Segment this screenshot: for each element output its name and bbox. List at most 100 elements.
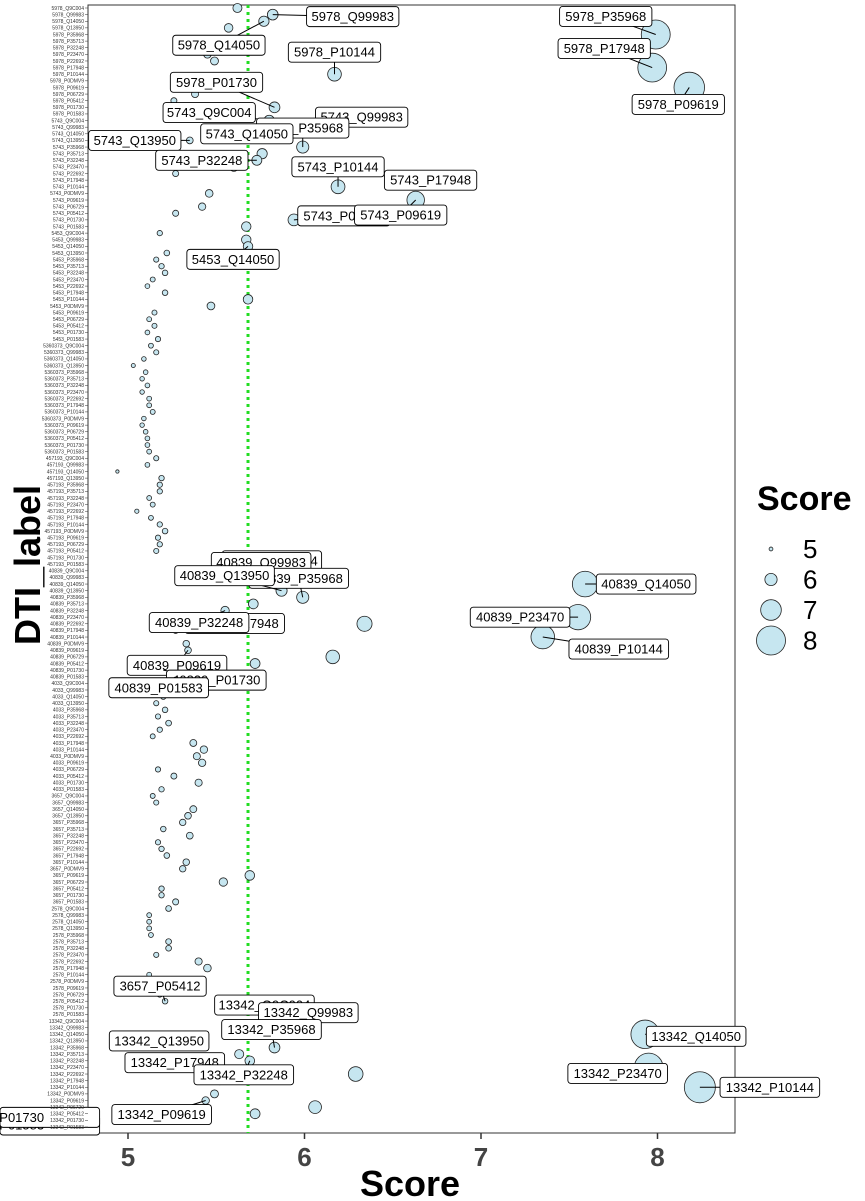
legend-label: 7 bbox=[803, 595, 817, 625]
label-text: 13342_Q13950 bbox=[114, 1033, 204, 1048]
legend-label: 8 bbox=[803, 626, 817, 656]
data-point bbox=[158, 786, 165, 793]
y-tick-label: 5743_P17948 bbox=[53, 178, 84, 184]
label-box bbox=[200, 123, 294, 145]
point-label: 40839_P32248 bbox=[148, 610, 250, 633]
y-tick-label: 2578_P10144 bbox=[53, 973, 84, 979]
y-tick-label: 4033_P06729 bbox=[53, 767, 84, 773]
data-point bbox=[194, 957, 203, 966]
data-point bbox=[182, 858, 190, 866]
point-label: 5978_P35968 bbox=[559, 6, 656, 35]
data-point bbox=[165, 938, 172, 945]
y-tick-label: 2578_P32248 bbox=[53, 946, 84, 952]
y-tick-label: 5360373_P22692 bbox=[45, 396, 85, 402]
data-point bbox=[241, 221, 252, 232]
y-tick-label: 3657_Q9C004 bbox=[51, 794, 84, 800]
point-label: 5978_P01730 bbox=[169, 71, 275, 108]
label-text: 40839_P09619 bbox=[133, 658, 221, 673]
y-tick-label: 4033_P35713 bbox=[53, 714, 84, 720]
data-point bbox=[144, 442, 151, 448]
point-label: 5743_Q13950 bbox=[88, 129, 190, 151]
y-tick-label: 457193_P01583 bbox=[47, 562, 84, 568]
y-tick-label: 457193_P17948 bbox=[47, 516, 84, 522]
data-point bbox=[141, 356, 147, 362]
y-tick-label: 40839_P10144 bbox=[50, 635, 84, 641]
y-tick-label: 2578_P0DMV9 bbox=[50, 979, 84, 985]
point-label: 5743_Q14050 bbox=[200, 123, 294, 145]
y-tick-label: 13342_P01583 bbox=[50, 1125, 84, 1131]
y-tick-label: 40839_P09619 bbox=[50, 648, 84, 654]
data-point bbox=[134, 508, 140, 514]
y-tick-label: 5978_Q14050 bbox=[52, 19, 84, 25]
data-point bbox=[153, 700, 160, 707]
data-point bbox=[325, 649, 340, 665]
y-tick-label: 5978_Q9C004 bbox=[51, 6, 84, 12]
y-tick-label: 3657_P35968 bbox=[53, 820, 84, 826]
label-box bbox=[221, 1019, 322, 1040]
data-point bbox=[356, 615, 373, 632]
point-label: 13342_P09619 bbox=[111, 1100, 212, 1125]
y-tick-label: 5453_Q9C004 bbox=[51, 231, 84, 237]
data-point bbox=[115, 469, 120, 474]
data-point bbox=[149, 793, 156, 799]
point-label: 40839_Q13950 bbox=[174, 565, 282, 592]
data-point bbox=[165, 719, 172, 727]
data-point bbox=[234, 1049, 245, 1060]
y-tick-label: 40839_P23470 bbox=[50, 615, 84, 621]
y-tick-label: 5978_P06729 bbox=[53, 92, 84, 98]
legend-label: 5 bbox=[803, 534, 817, 564]
label-text: 5978_P09619 bbox=[638, 97, 719, 112]
y-tick-label: 13342_P23470 bbox=[50, 1065, 84, 1071]
y-tick-label: 5453_P09619 bbox=[53, 310, 84, 316]
label-text: 5743_P32248 bbox=[161, 153, 242, 168]
data-point bbox=[158, 263, 165, 270]
label-text: 5978_P35968 bbox=[565, 9, 646, 24]
y-tick-label: 5978_P35713 bbox=[53, 39, 84, 45]
data-point bbox=[146, 925, 153, 932]
data-point bbox=[146, 316, 153, 323]
y-tick-label: 5360373_P01583 bbox=[45, 449, 85, 455]
data-point bbox=[146, 495, 153, 501]
point-label: 40839_P10144 bbox=[542, 636, 670, 660]
point-label: 5978_Q14050 bbox=[172, 20, 266, 56]
data-point bbox=[161, 706, 169, 714]
y-tick-label: 5978_P32248 bbox=[53, 46, 84, 52]
label-box bbox=[172, 34, 266, 56]
point-label: 5743_P09619 bbox=[354, 199, 448, 226]
data-point bbox=[165, 905, 172, 912]
label-text: 5978_Q14050 bbox=[178, 38, 260, 53]
label-text: 5743_Q13950 bbox=[94, 133, 176, 148]
y-tick-label: 2578_P01583 bbox=[53, 1012, 84, 1018]
label-box bbox=[645, 1025, 747, 1047]
y-tick-label: 5360373_P01730 bbox=[45, 443, 85, 449]
y-tick-label: 5978_P09619 bbox=[53, 85, 84, 91]
y-tick-label: 2578_Q14050 bbox=[52, 920, 84, 926]
y-tick-label: 457193_Q14050 bbox=[47, 469, 84, 475]
data-point bbox=[156, 230, 163, 237]
y-tick-label: 4033_P09619 bbox=[53, 761, 84, 767]
point-label: 13342_Q13950 bbox=[108, 1030, 210, 1052]
data-point bbox=[142, 429, 149, 435]
y-tick-label: 13342_P06729 bbox=[50, 1105, 84, 1111]
y-tick-label: 5743_Q14050 bbox=[52, 132, 84, 138]
label-box bbox=[567, 1062, 668, 1084]
y-tick-label: 3657_Q14050 bbox=[52, 807, 84, 813]
y-tick-label: 2578_P35968 bbox=[53, 933, 84, 939]
y-tick-label: 5360373_P10144 bbox=[45, 410, 85, 416]
y-tick-label: 5453_P05412 bbox=[53, 324, 84, 330]
data-point bbox=[158, 885, 165, 892]
data-point bbox=[144, 382, 151, 389]
data-point bbox=[154, 766, 162, 773]
data-point bbox=[163, 249, 171, 257]
y-tick-label: 4033_P17948 bbox=[53, 741, 84, 747]
y-tick-label: 2578_P23470 bbox=[53, 953, 84, 959]
y-tick-label: 5360373_P0DMV9 bbox=[42, 416, 84, 422]
label-text: 40839_P10144 bbox=[575, 642, 663, 657]
point-label: 5978_P10144 bbox=[287, 41, 382, 75]
y-tick-label: 4033_P05412 bbox=[53, 774, 84, 780]
y-tick-label: 4033_P32248 bbox=[53, 721, 84, 727]
label-text: 40839_P01583 bbox=[115, 680, 203, 695]
data-point bbox=[172, 209, 180, 217]
label-box bbox=[113, 975, 207, 997]
